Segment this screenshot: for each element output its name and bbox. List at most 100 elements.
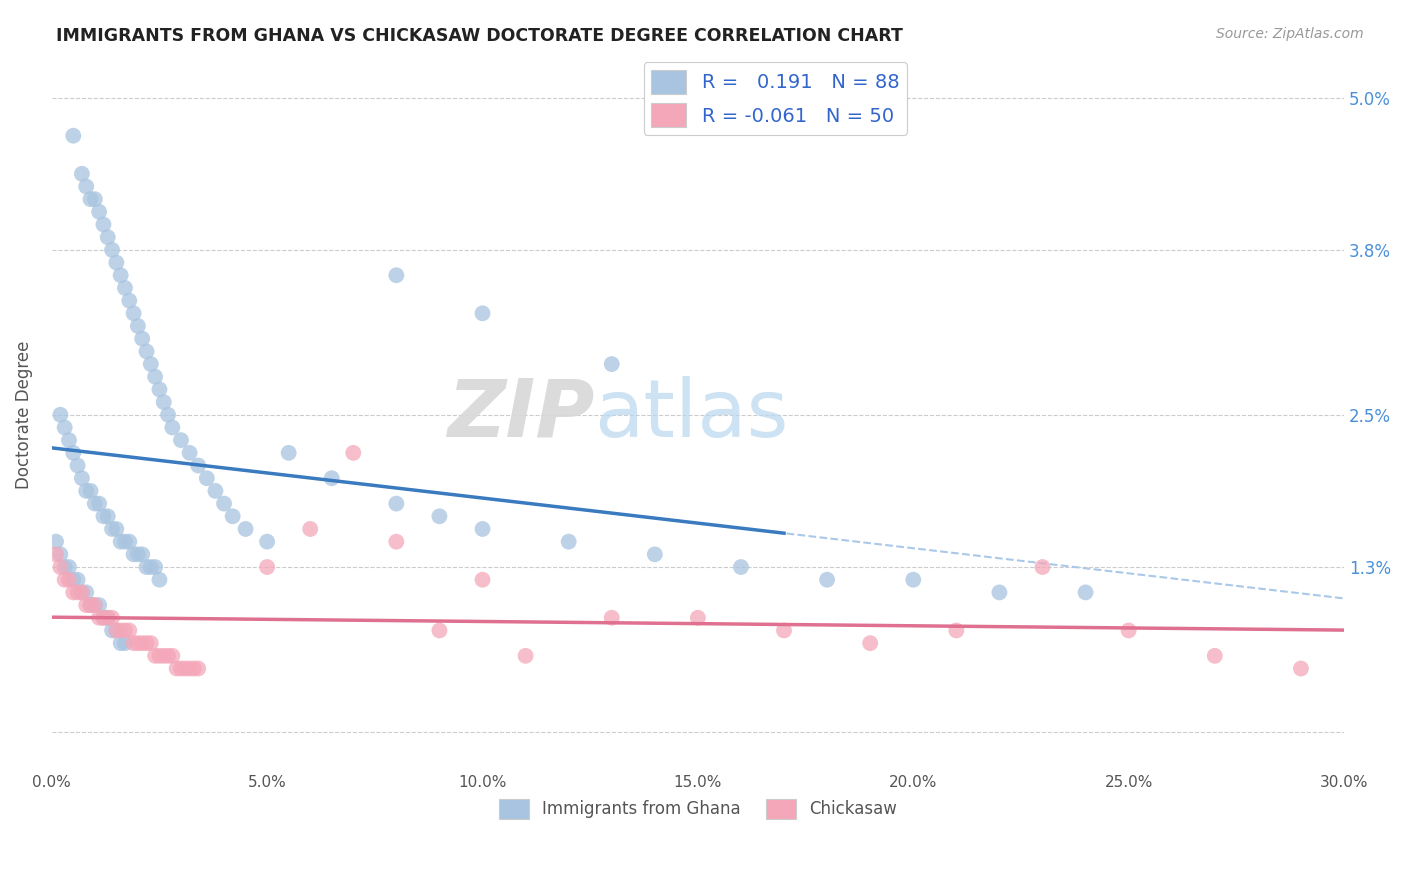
Text: atlas: atlas	[595, 376, 789, 454]
Text: Source: ZipAtlas.com: Source: ZipAtlas.com	[1216, 27, 1364, 41]
Point	[49, 408, 72, 422]
Y-axis label: Doctorate Degree: Doctorate Degree	[15, 341, 32, 489]
Point	[235, 522, 257, 536]
Point	[195, 471, 218, 485]
Point	[49, 560, 72, 574]
Point	[75, 598, 97, 612]
Point	[110, 268, 132, 283]
Point	[342, 446, 364, 460]
Point	[515, 648, 537, 663]
Point	[179, 661, 201, 675]
Point	[131, 332, 153, 346]
Point	[58, 573, 80, 587]
Point	[118, 293, 141, 308]
Point	[221, 509, 243, 524]
Point	[299, 522, 322, 536]
Point	[139, 357, 162, 371]
Point	[131, 636, 153, 650]
Point	[93, 611, 115, 625]
Point	[127, 636, 149, 650]
Point	[114, 624, 136, 638]
Text: IMMIGRANTS FROM GHANA VS CHICKASAW DOCTORATE DEGREE CORRELATION CHART: IMMIGRANTS FROM GHANA VS CHICKASAW DOCTO…	[56, 27, 903, 45]
Point	[686, 611, 709, 625]
Point	[212, 497, 235, 511]
Point	[1074, 585, 1097, 599]
Point	[105, 624, 128, 638]
Point	[53, 560, 76, 574]
Point	[53, 573, 76, 587]
Point	[49, 547, 72, 561]
Point	[204, 483, 226, 498]
Point	[730, 560, 752, 574]
Point	[89, 497, 111, 511]
Legend: Immigrants from Ghana, Chickasaw: Immigrants from Ghana, Chickasaw	[492, 792, 904, 826]
Point	[105, 522, 128, 536]
Point	[45, 534, 67, 549]
Point	[62, 446, 84, 460]
Point	[75, 585, 97, 599]
Point	[815, 573, 838, 587]
Point	[277, 446, 299, 460]
Point	[256, 560, 278, 574]
Point	[162, 420, 184, 434]
Point	[157, 648, 180, 663]
Point	[429, 624, 451, 638]
Point	[139, 636, 162, 650]
Point	[859, 636, 882, 650]
Point	[1118, 624, 1140, 638]
Point	[773, 624, 796, 638]
Point	[162, 648, 184, 663]
Point	[183, 661, 205, 675]
Point	[988, 585, 1011, 599]
Point	[148, 383, 170, 397]
Point	[148, 648, 170, 663]
Point	[256, 534, 278, 549]
Point	[45, 547, 67, 561]
Point	[89, 598, 111, 612]
Point	[139, 560, 162, 574]
Point	[903, 573, 925, 587]
Point	[122, 306, 145, 320]
Point	[97, 230, 120, 244]
Point	[385, 497, 408, 511]
Point	[75, 483, 97, 498]
Point	[110, 636, 132, 650]
Point	[79, 598, 101, 612]
Point	[83, 598, 105, 612]
Point	[118, 624, 141, 638]
Point	[187, 458, 209, 473]
Point	[471, 573, 494, 587]
Point	[166, 661, 188, 675]
Point	[62, 128, 84, 143]
Point	[83, 497, 105, 511]
Point	[152, 395, 174, 409]
Point	[135, 344, 157, 359]
Point	[429, 509, 451, 524]
Point	[79, 598, 101, 612]
Point	[101, 611, 124, 625]
Point	[157, 408, 180, 422]
Point	[66, 585, 89, 599]
Point	[79, 192, 101, 206]
Point	[170, 661, 193, 675]
Point	[945, 624, 967, 638]
Point	[1031, 560, 1053, 574]
Point	[83, 192, 105, 206]
Point	[70, 585, 93, 599]
Point	[97, 509, 120, 524]
Point	[53, 420, 76, 434]
Point	[62, 573, 84, 587]
Point	[179, 446, 201, 460]
Point	[70, 585, 93, 599]
Point	[385, 268, 408, 283]
Point	[89, 611, 111, 625]
Point	[110, 534, 132, 549]
Point	[143, 369, 166, 384]
Point	[105, 255, 128, 269]
Point	[93, 509, 115, 524]
Text: ZIP: ZIP	[447, 376, 595, 454]
Point	[143, 560, 166, 574]
Point	[101, 624, 124, 638]
Point	[79, 483, 101, 498]
Point	[114, 636, 136, 650]
